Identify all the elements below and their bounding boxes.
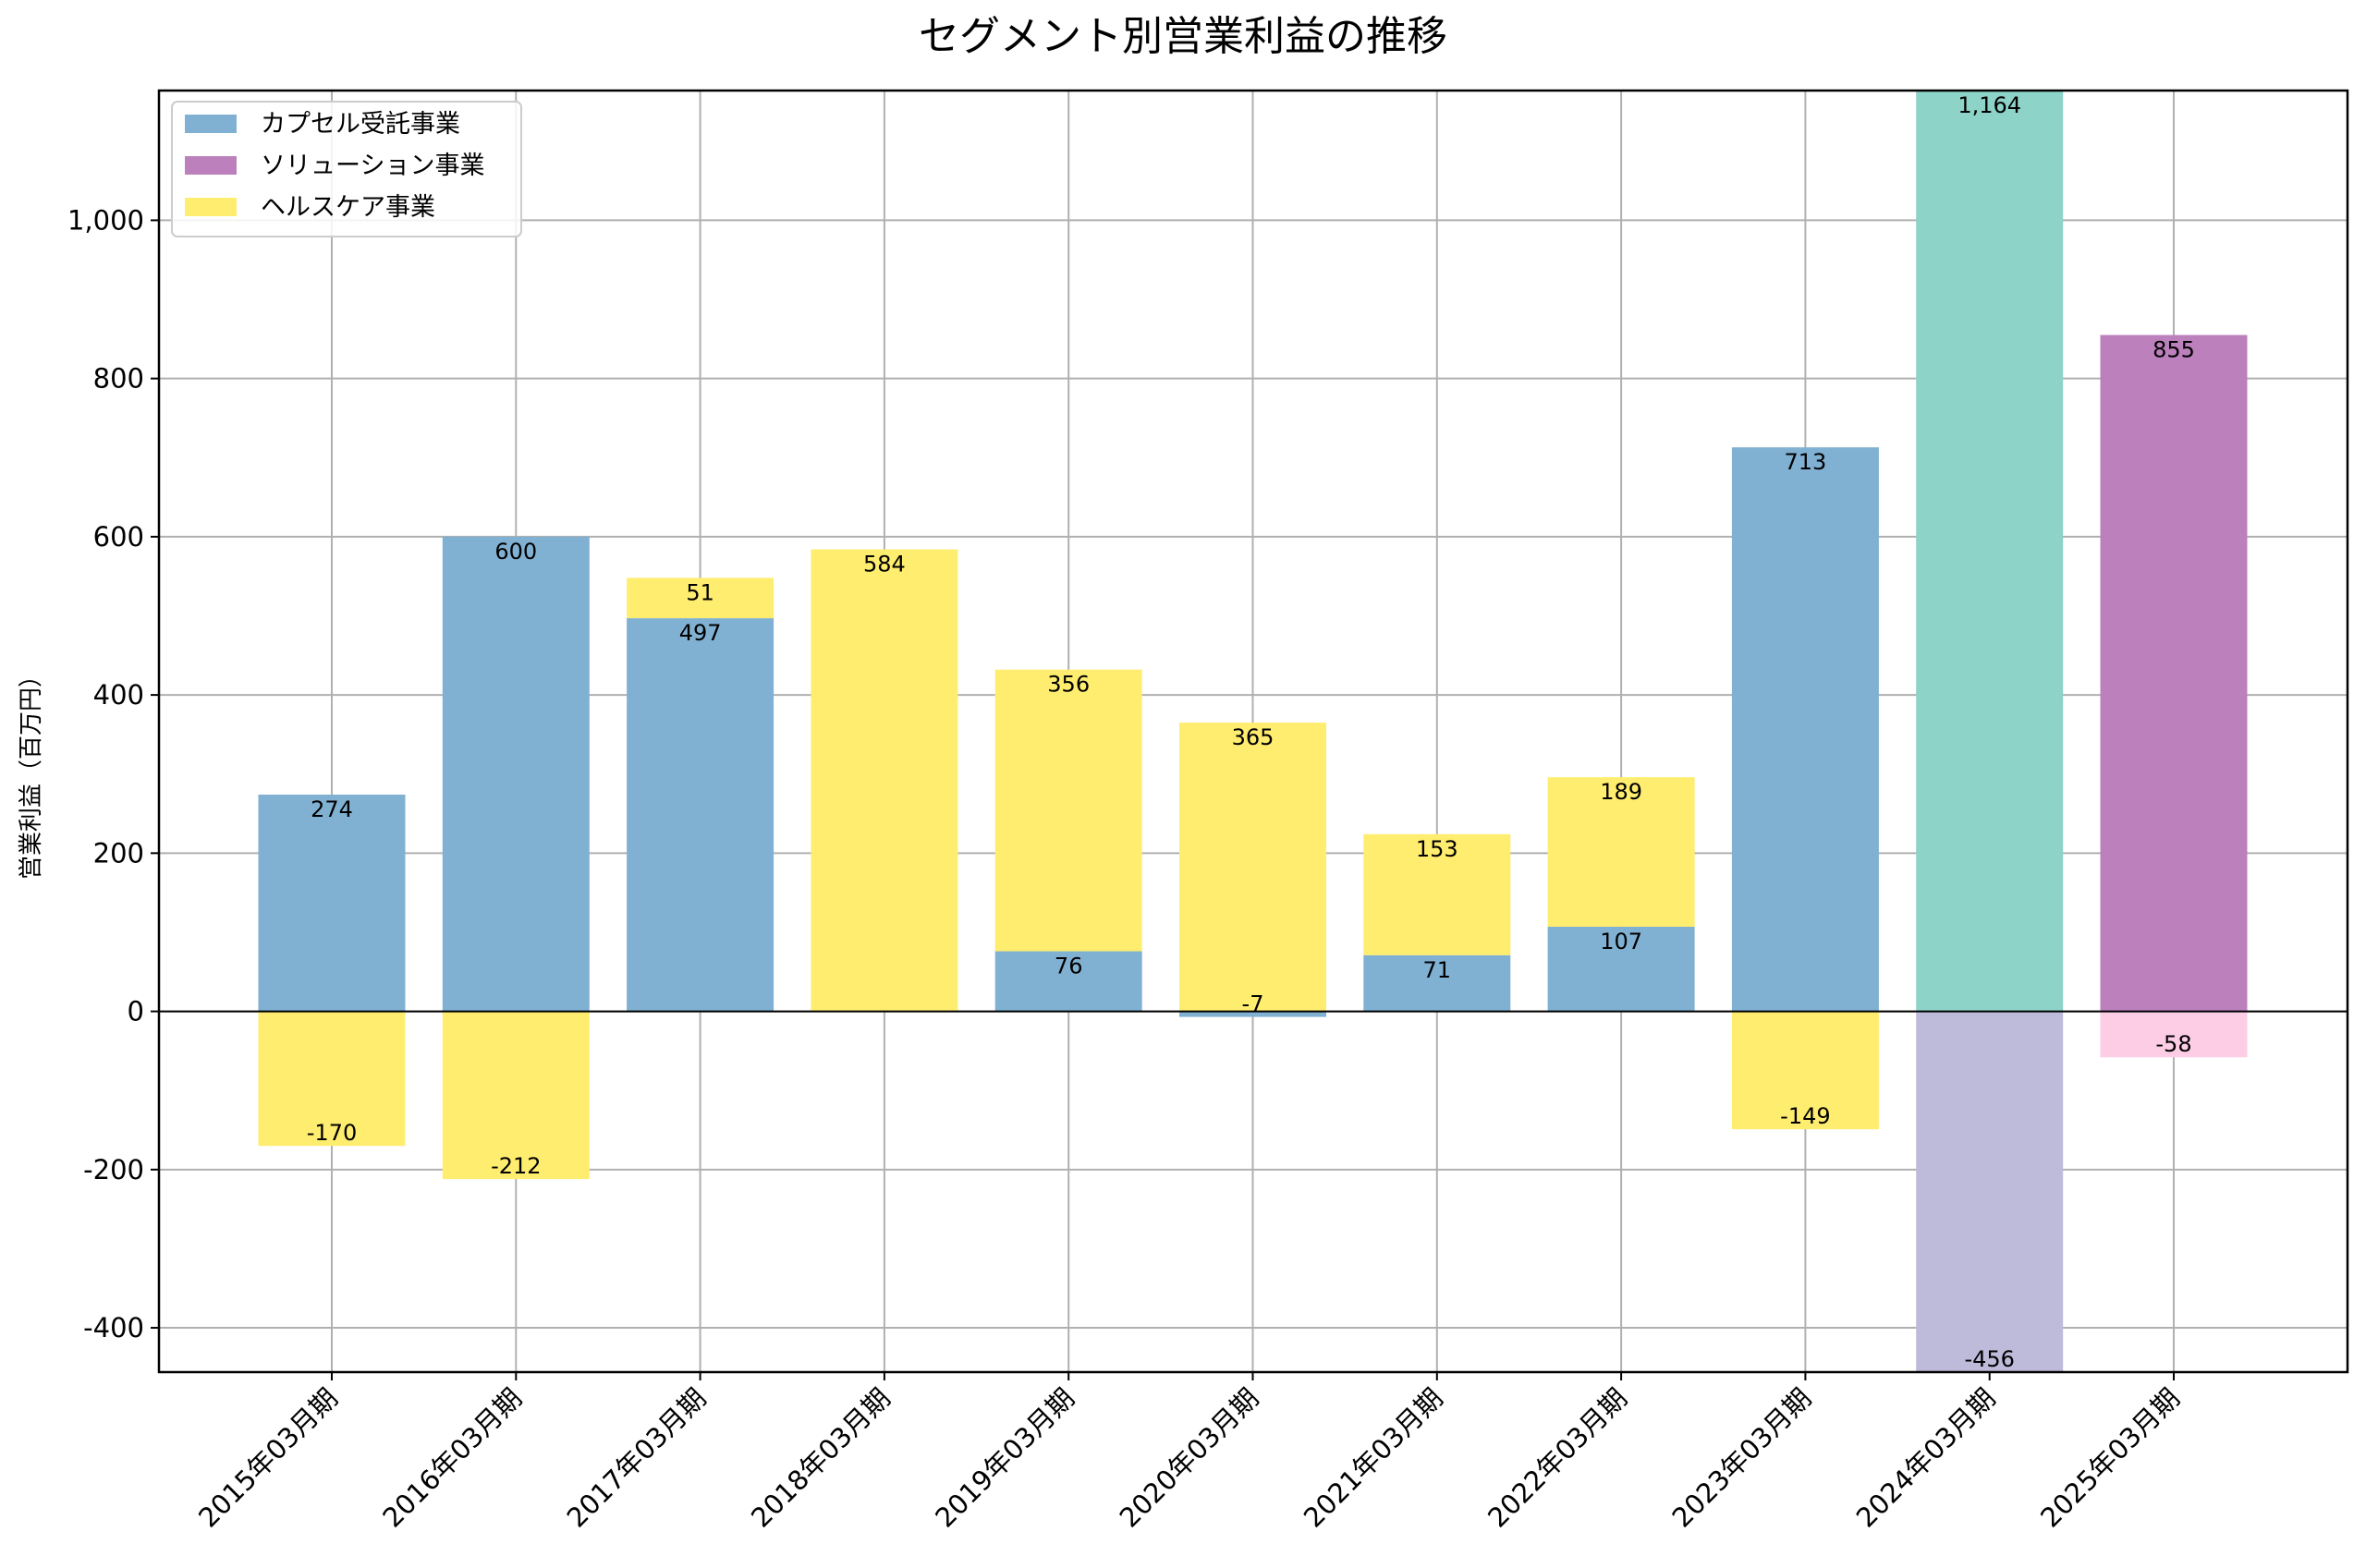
data-label: 274 xyxy=(311,796,353,822)
x-tick-label: 2023年03月期 xyxy=(1665,1382,1817,1534)
x-tick-label: 2017年03月期 xyxy=(561,1382,713,1534)
x-tick-label: 2016年03月期 xyxy=(376,1382,528,1534)
bar xyxy=(1731,1011,1879,1130)
bar xyxy=(994,951,1142,1012)
bar xyxy=(1363,954,1511,1012)
data-label: -7 xyxy=(1242,991,1264,1017)
data-label: 855 xyxy=(2153,337,2195,363)
x-tick-label: 2020年03月期 xyxy=(1114,1382,1265,1534)
legend-box xyxy=(171,101,522,237)
bar xyxy=(442,536,590,1012)
x-tick-label: 2022年03月期 xyxy=(1482,1382,1633,1534)
legend-label: ヘルスケア事業 xyxy=(261,193,435,222)
x-tick-label: 2021年03月期 xyxy=(1298,1382,1449,1534)
y-tick-label: 0 xyxy=(128,996,144,1027)
bar xyxy=(2100,334,2248,1012)
data-labels: 274 600 497 76 -7 71 107 713 855 -170 -212 51 584 356… xyxy=(307,92,2195,1372)
x-tick-label: 2018年03月期 xyxy=(745,1382,896,1534)
y-tick-label: -200 xyxy=(83,1154,144,1185)
bar xyxy=(2100,1011,2248,1058)
bar xyxy=(1547,777,1695,927)
y-tick-label: 200 xyxy=(93,837,144,869)
bars xyxy=(258,91,2248,1372)
x-tick-label: 2015年03月期 xyxy=(192,1382,344,1534)
data-label: 1,164 xyxy=(1957,92,2021,118)
bar xyxy=(1916,91,2064,1012)
y-tick-label: -400 xyxy=(83,1312,144,1343)
bar xyxy=(1916,1011,2064,1372)
bar xyxy=(1547,926,1695,1012)
legend-swatch xyxy=(185,198,237,216)
legend-label: カプセル受託事業 xyxy=(261,110,460,139)
legend-swatch xyxy=(185,156,237,175)
bar xyxy=(1179,1011,1326,1017)
y-tick-label: 400 xyxy=(93,679,144,711)
x-tick-label: 2024年03月期 xyxy=(1850,1382,2002,1534)
bar xyxy=(258,794,406,1012)
data-label: 713 xyxy=(1784,449,1826,475)
data-label: 71 xyxy=(1423,957,1452,983)
y-tick-label: 800 xyxy=(93,363,144,395)
bar xyxy=(1731,447,1879,1012)
bar xyxy=(258,1011,406,1147)
data-label: 600 xyxy=(494,539,537,565)
data-label: 76 xyxy=(1055,954,1083,979)
data-label: 497 xyxy=(679,620,722,646)
data-label: -149 xyxy=(1780,1103,1830,1129)
data-label: 51 xyxy=(686,579,714,605)
legend-swatch xyxy=(185,115,237,133)
data-label: 584 xyxy=(863,552,906,577)
y-tick-label: 600 xyxy=(93,521,144,553)
chart-title: セグメント別営業利益の推移 xyxy=(919,13,1447,60)
x-tick-label: 2025年03月期 xyxy=(2034,1382,2186,1534)
data-label: 356 xyxy=(1047,672,1090,698)
y-tick-label: 1,000 xyxy=(67,204,144,236)
data-label: -170 xyxy=(307,1120,357,1146)
x-axis-ticks: 2015年03月期 2016年03月期 2017年03月期 2018年03月期 2019… xyxy=(192,1372,2186,1534)
bar xyxy=(442,1011,590,1180)
data-label: -212 xyxy=(491,1153,541,1179)
bar xyxy=(994,669,1142,952)
x-tick-label: 2019年03月期 xyxy=(929,1382,1080,1534)
legend-label: ソリューション事業 xyxy=(261,152,484,180)
data-label: 107 xyxy=(1600,929,1642,954)
data-label: -456 xyxy=(1964,1346,2014,1372)
bar xyxy=(1179,723,1326,1012)
bar xyxy=(1363,833,1511,955)
bar xyxy=(627,577,774,619)
y-axis-label: 営業利益（百万円） xyxy=(18,663,45,880)
bar xyxy=(627,618,774,1012)
bar xyxy=(811,549,958,1012)
data-label: 189 xyxy=(1600,779,1642,805)
data-label: 365 xyxy=(1232,724,1274,750)
data-label: -58 xyxy=(2155,1031,2191,1057)
data-label: 153 xyxy=(1416,836,1458,862)
y-axis-ticks: -400 -200 0 200 400 600 800 1,000 xyxy=(67,204,159,1343)
